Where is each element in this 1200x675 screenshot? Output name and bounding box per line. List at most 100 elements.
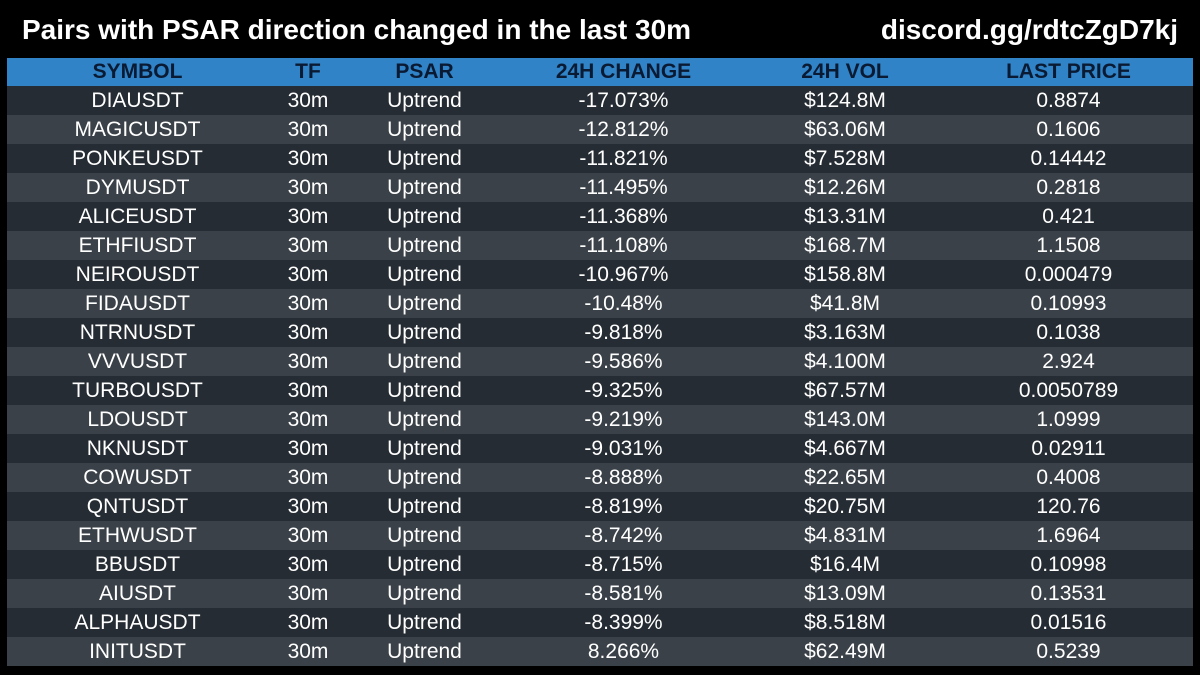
psar-cell: Uptrend — [387, 263, 462, 286]
price-cell: 0.0050789 — [1018, 379, 1119, 402]
price-cell: 0.02911 — [1031, 437, 1106, 460]
psar-cell: Uptrend — [387, 147, 462, 170]
tf-cell: 30m — [287, 205, 329, 228]
table-row[interactable]: INITUSDT 30m Uptrend 8.266% $62.49M 0.5239 — [7, 637, 1193, 666]
volume-cell: $41.8M — [809, 292, 881, 315]
table-row[interactable]: NTRNUSDT 30m Uptrend -9.818% $3.163M 0.1038 — [7, 318, 1193, 347]
table-row[interactable]: FIDAUSDT 30m Uptrend -10.48% $41.8M 0.10993 — [7, 289, 1193, 318]
column-header-24h-change[interactable]: 24H CHANGE — [555, 60, 692, 83]
price-cell: 0.5239 — [1036, 640, 1101, 663]
change-cell: -11.368% — [579, 205, 668, 228]
table-row[interactable]: DIAUSDT 30m Uptrend -17.073% $124.8M 0.8874 — [7, 86, 1193, 115]
column-header-tf[interactable]: TF — [295, 60, 321, 83]
tf-cell: 30m — [287, 408, 329, 431]
table-row[interactable]: COWUSDT 30m Uptrend -8.888% $22.65M 0.4008 — [7, 463, 1193, 492]
table-row[interactable]: NKNUSDT 30m Uptrend -9.031% $4.667M 0.02911 — [7, 434, 1193, 463]
volume-cell: $4.831M — [804, 524, 886, 547]
tf-cell: 30m — [287, 524, 329, 547]
table-row[interactable]: BBUSDT 30m Uptrend -8.715% $16.4M 0.10998 — [7, 550, 1193, 579]
table-row[interactable]: MAGICUSDT 30m Uptrend -12.812% $63.06M 0.1606 — [7, 115, 1193, 144]
change-cell: 8.266% — [587, 640, 660, 663]
change-cell: -9.586% — [584, 350, 663, 373]
symbol-cell: MAGICUSDT — [74, 118, 201, 141]
discord-link[interactable]: discord.gg/rdtcZgD7kj — [880, 14, 1178, 45]
change-cell: -10.48% — [584, 292, 663, 315]
tf-cell: 30m — [287, 350, 329, 373]
volume-cell: $158.8M — [804, 263, 886, 286]
change-cell: -11.108% — [579, 234, 668, 257]
price-cell: 0.2818 — [1036, 176, 1101, 199]
table-header-row: SYMBOL TF PSAR 24H CHANGE 24H VOL LAST P… — [7, 58, 1193, 86]
table-row[interactable]: ETHFIUSDT 30m Uptrend -11.108% $168.7M 1.1508 — [7, 231, 1193, 260]
table-row[interactable]: LDOUSDT 30m Uptrend -9.219% $143.0M 1.0999 — [7, 405, 1193, 434]
symbol-cell: TURBOUSDT — [72, 379, 203, 402]
change-cell: -8.581% — [584, 582, 663, 605]
volume-cell: $13.09M — [804, 582, 886, 605]
table-row[interactable]: ETHWUSDT 30m Uptrend -8.742% $4.831M 1.6964 — [7, 521, 1193, 550]
column-header-psar[interactable]: PSAR — [395, 60, 454, 83]
volume-cell: $168.7M — [804, 234, 886, 257]
symbol-cell: NEIROUSDT — [75, 263, 200, 286]
volume-cell: $4.100M — [804, 350, 886, 373]
psar-cell: Uptrend — [387, 234, 462, 257]
price-cell: 0.1606 — [1036, 118, 1101, 141]
column-header-symbol[interactable]: SYMBOL — [92, 60, 183, 83]
psar-cell: Uptrend — [387, 524, 462, 547]
table-row[interactable]: ALPHAUSDT 30m Uptrend -8.399% $8.518M 0.01516 — [7, 608, 1193, 637]
change-cell: -9.325% — [584, 379, 663, 402]
tf-cell: 30m — [287, 89, 329, 112]
psar-cell: Uptrend — [387, 176, 462, 199]
table-row[interactable]: TURBOUSDT 30m Uptrend -9.325% $67.57M 0.00507… — [7, 376, 1193, 405]
symbol-cell: NTRNUSDT — [79, 321, 196, 344]
psar-cell: Uptrend — [387, 292, 462, 315]
price-cell: 0.1038 — [1036, 321, 1101, 344]
volume-cell: $22.65M — [804, 466, 886, 489]
tf-cell: 30m — [287, 118, 329, 141]
psar-cell: Uptrend — [387, 89, 462, 112]
tf-cell: 30m — [287, 495, 329, 518]
volume-cell: $4.667M — [804, 437, 886, 460]
psar-cell: Uptrend — [387, 205, 462, 228]
volume-cell: $12.26M — [804, 176, 886, 199]
table-row[interactable]: PONKEUSDT 30m Uptrend -11.821% $7.528M 0.1444… — [7, 144, 1193, 173]
symbol-cell: LDOUSDT — [87, 408, 188, 431]
table-row[interactable]: QNTUSDT 30m Uptrend -8.819% $20.75M 120.76 — [7, 492, 1193, 521]
page-title: Pairs with PSAR direction changed in the… — [22, 14, 692, 45]
psar-cell: Uptrend — [387, 408, 462, 431]
table-body: DIAUSDT 30m Uptrend -17.073% $124.8M 0.8874 MA… — [7, 86, 1193, 666]
column-header-last-price[interactable]: LAST PRICE — [1006, 60, 1131, 83]
symbol-cell: AIUSDT — [98, 582, 176, 605]
table-row[interactable]: ALICEUSDT 30m Uptrend -11.368% $13.31M 0.421 — [7, 202, 1193, 231]
price-cell: 0.000479 — [1024, 263, 1113, 286]
change-cell: -17.073% — [578, 89, 669, 112]
pairs-table: SYMBOL TF PSAR 24H CHANGE 24H VOL LAST P… — [7, 58, 1193, 666]
psar-cell: Uptrend — [387, 495, 462, 518]
table-row[interactable]: VVVUSDT 30m Uptrend -9.586% $4.100M 2.924 — [7, 347, 1193, 376]
change-cell: -12.812% — [578, 118, 669, 141]
volume-cell: $63.06M — [804, 118, 886, 141]
symbol-cell: DIAUSDT — [91, 89, 184, 112]
volume-cell: $20.75M — [804, 495, 886, 518]
tf-cell: 30m — [287, 582, 329, 605]
price-cell: 0.4008 — [1036, 466, 1101, 489]
price-cell: 2.924 — [1042, 350, 1095, 373]
change-cell: -8.742% — [584, 524, 663, 547]
tf-cell: 30m — [287, 466, 329, 489]
table-row[interactable]: NEIROUSDT 30m Uptrend -10.967% $158.8M 0.0004… — [7, 260, 1193, 289]
price-cell: 0.10998 — [1030, 553, 1107, 576]
header-bar: Pairs with PSAR direction changed in the… — [0, 0, 1200, 58]
pairs-table-container: SYMBOL TF PSAR 24H CHANGE 24H VOL LAST P… — [7, 58, 1193, 666]
tf-cell: 30m — [287, 234, 329, 257]
tf-cell: 30m — [287, 321, 329, 344]
tf-cell: 30m — [287, 292, 329, 315]
price-cell: 0.10993 — [1030, 292, 1107, 315]
table-row[interactable]: DYMUSDT 30m Uptrend -11.495% $12.26M 0.2818 — [7, 173, 1193, 202]
column-header-24h-vol[interactable]: 24H VOL — [801, 60, 889, 83]
table-row[interactable]: AIUSDT 30m Uptrend -8.581% $13.09M 0.13531 — [7, 579, 1193, 608]
psar-cell: Uptrend — [387, 640, 462, 663]
volume-cell: $124.8M — [804, 89, 886, 112]
price-cell: 0.01516 — [1030, 611, 1107, 634]
volume-cell: $13.31M — [804, 205, 886, 228]
tf-cell: 30m — [287, 437, 329, 460]
price-cell: 0.13531 — [1030, 582, 1107, 605]
